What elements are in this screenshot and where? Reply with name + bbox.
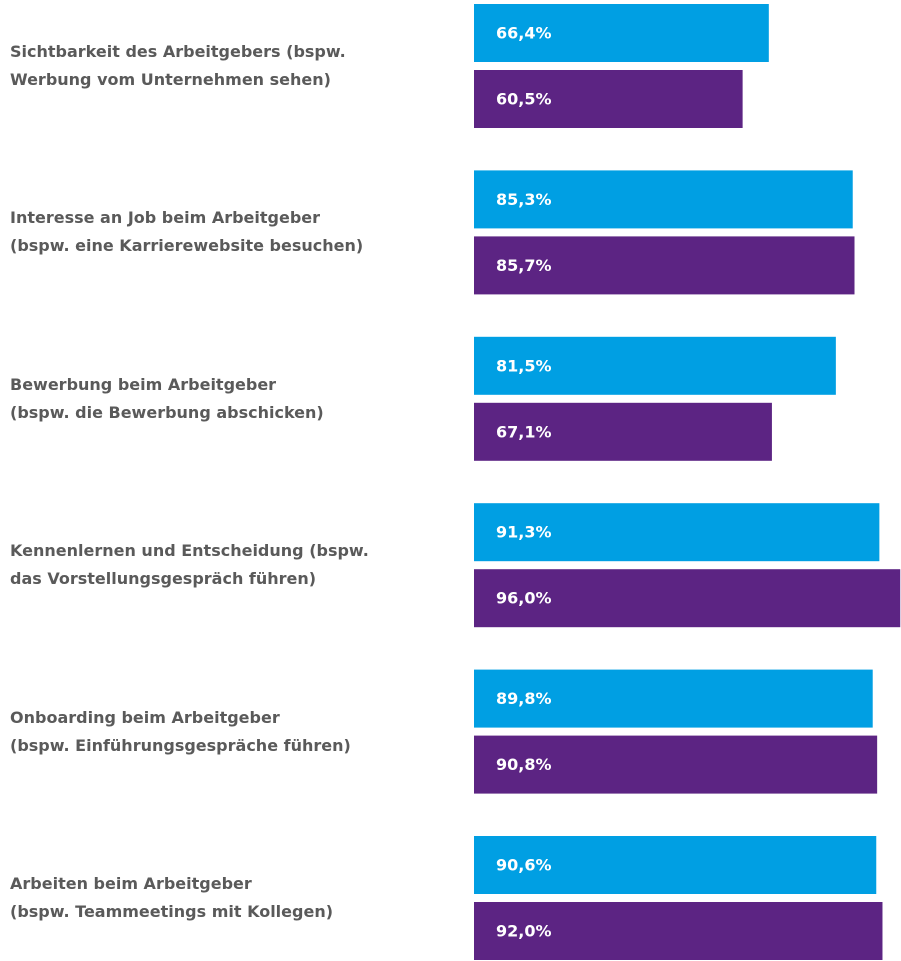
value-label: 85,7% <box>496 256 552 275</box>
value-label: 91,3% <box>496 523 552 542</box>
category-label: Onboarding beim Arbeitgeber (bspw. Einfü… <box>10 707 351 755</box>
bar <box>474 902 883 960</box>
bar <box>474 236 855 295</box>
value-label: 90,8% <box>496 755 552 774</box>
bar <box>474 170 853 229</box>
value-label: 85,3% <box>496 190 552 209</box>
value-label: 67,1% <box>496 422 552 441</box>
value-label: 92,0% <box>496 922 552 941</box>
bar <box>474 669 873 728</box>
bar <box>474 336 836 395</box>
category-label: Sichtbarkeit des Arbeitgebers (bspw. Wer… <box>10 42 346 89</box>
category-label: Arbeiten beim Arbeitgeber (bspw. Teammee… <box>10 874 334 921</box>
bar <box>474 4 769 62</box>
bar <box>474 735 878 794</box>
bar <box>474 402 772 461</box>
category-label: Interesse an Job beim Arbeitgeber (bspw.… <box>10 208 364 256</box>
bar <box>474 836 877 894</box>
value-label: 90,6% <box>496 856 552 875</box>
category-label: Bewerbung beim Arbeitgeber (bspw. die Be… <box>10 374 324 422</box>
value-label: 81,5% <box>496 356 552 375</box>
bar <box>474 569 901 628</box>
bar <box>474 70 743 128</box>
category-label: Kennenlernen und Entscheidung (bspw. das… <box>10 541 369 589</box>
bar <box>474 503 880 562</box>
value-label: 96,0% <box>496 589 552 608</box>
value-label: 89,8% <box>496 689 552 708</box>
value-label: 66,4% <box>496 24 552 43</box>
value-label: 60,5% <box>496 90 552 109</box>
